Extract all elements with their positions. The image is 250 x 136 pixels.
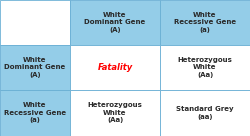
Text: White
Dominant Gene
(A): White Dominant Gene (A)	[84, 12, 146, 33]
Bar	[0, 0, 70, 45]
Text: White
Dominant Gene
(A): White Dominant Gene (A)	[4, 57, 66, 78]
Bar	[160, 0, 250, 45]
Bar	[70, 90, 160, 136]
Bar	[0, 45, 70, 90]
Bar	[0, 90, 70, 136]
Text: Fatality: Fatality	[98, 63, 132, 72]
Bar	[160, 45, 250, 90]
Bar	[160, 90, 250, 136]
Text: Heterozygous
White
(Aa): Heterozygous White (Aa)	[178, 57, 233, 78]
Bar	[70, 45, 160, 90]
Bar	[70, 0, 160, 45]
Text: Standard Grey
(aa): Standard Grey (aa)	[176, 106, 234, 120]
Text: White
Recessive Gene
(a): White Recessive Gene (a)	[4, 102, 66, 123]
Text: Heterozygous
White
(Aa): Heterozygous White (Aa)	[88, 102, 142, 123]
Text: White
Recessive Gene
(a): White Recessive Gene (a)	[174, 12, 236, 33]
